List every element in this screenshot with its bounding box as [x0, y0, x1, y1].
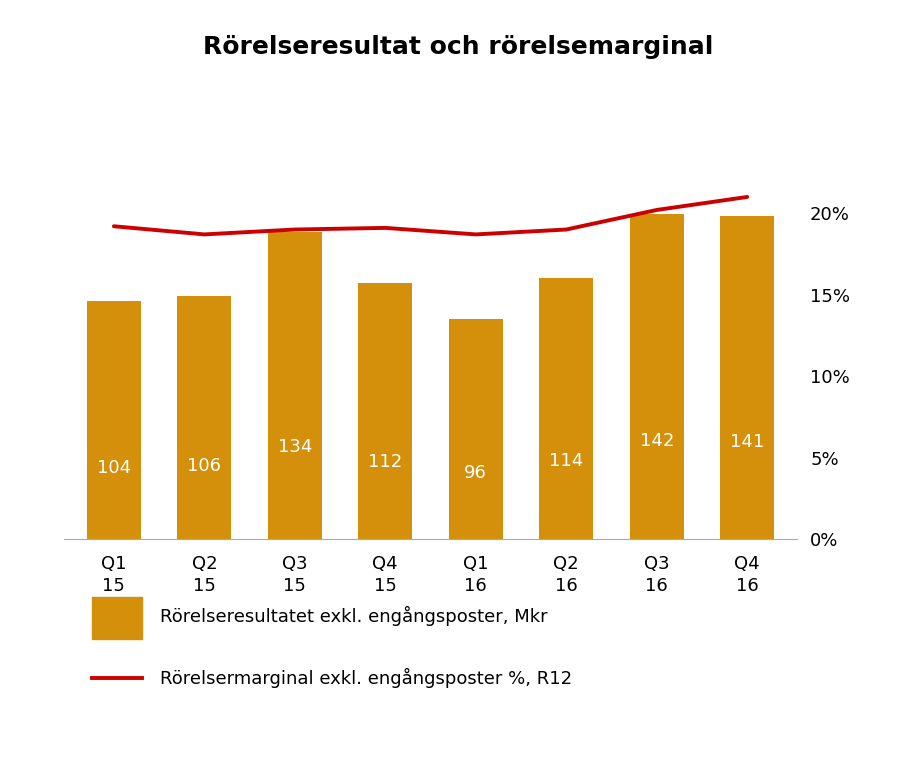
- Text: 96: 96: [464, 464, 487, 482]
- Bar: [540, 278, 594, 539]
- Text: 112: 112: [368, 453, 402, 471]
- Bar: [449, 320, 503, 539]
- Bar: [87, 301, 141, 539]
- Text: 134: 134: [278, 438, 312, 456]
- Bar: [177, 296, 232, 539]
- Bar: [358, 283, 412, 539]
- Text: 106: 106: [188, 457, 222, 475]
- Text: 114: 114: [549, 452, 583, 470]
- Text: 104: 104: [97, 459, 131, 477]
- Bar: [720, 216, 774, 539]
- Text: Rörelseresultatet exkl. engångsposter, Mkr: Rörelseresultatet exkl. engångsposter, M…: [160, 606, 548, 626]
- Text: Rörelseresultat och rörelsemarginal: Rörelseresultat och rörelsemarginal: [202, 35, 714, 59]
- Bar: [267, 233, 322, 539]
- Text: 142: 142: [639, 433, 674, 450]
- Text: 141: 141: [730, 434, 764, 451]
- Text: Rörelsermarginal exkl. engångsposter %, R12: Rörelsermarginal exkl. engångsposter %, …: [160, 668, 572, 688]
- Bar: [629, 214, 684, 539]
